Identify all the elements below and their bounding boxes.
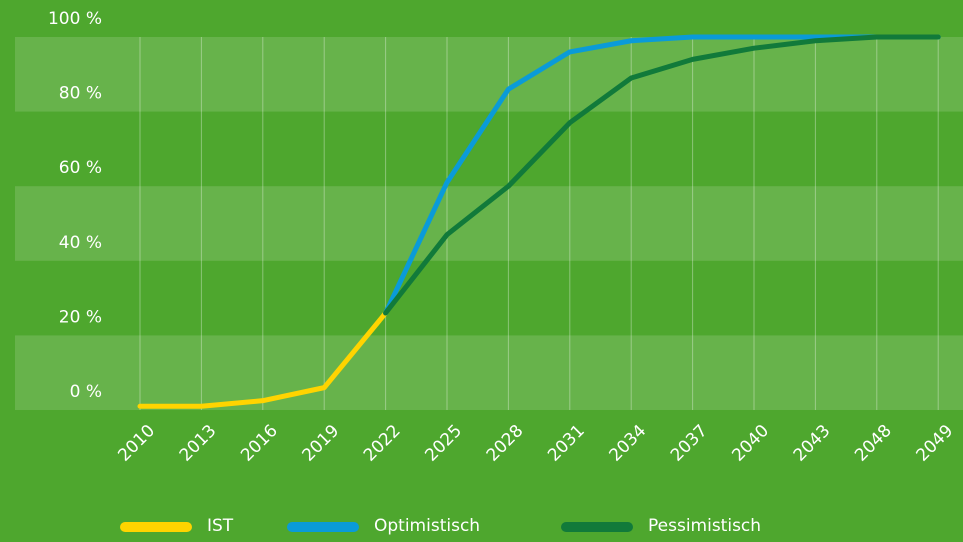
x-tick-label: 2034 — [606, 421, 651, 466]
legend-label: Optimistisch — [374, 516, 480, 536]
x-tick-label: 2010 — [114, 421, 159, 466]
x-tick-label: 2049 — [913, 421, 958, 466]
x-tick-label: 2040 — [728, 421, 773, 466]
grid-band — [15, 335, 963, 410]
grid-band — [15, 186, 963, 261]
legend-label: IST — [207, 516, 234, 536]
y-tick-label: 0 % — [70, 382, 102, 402]
y-tick-label: 20 % — [59, 307, 102, 327]
y-tick-label: 60 % — [59, 158, 102, 178]
x-tick-label: 2013 — [176, 421, 221, 466]
x-tick-label: 2025 — [421, 421, 466, 466]
x-tick-label: 2037 — [667, 421, 712, 466]
x-tick-label: 2031 — [544, 421, 589, 466]
x-tick-label: 2019 — [299, 421, 344, 466]
y-tick-label: 100 % — [48, 9, 102, 29]
x-tick-label: 2048 — [851, 421, 896, 466]
y-tick-label: 80 % — [59, 84, 102, 104]
series-line — [383, 34, 941, 316]
x-tick-label: 2043 — [790, 421, 835, 466]
series-line — [137, 310, 389, 409]
y-tick-label: 40 % — [59, 233, 102, 253]
x-tick-label: 2028 — [483, 421, 528, 466]
legend-label: Pessimistisch — [648, 516, 761, 536]
x-tick-label: 2022 — [360, 421, 405, 466]
x-tick-label: 2016 — [237, 421, 282, 466]
grid-band — [15, 37, 963, 112]
